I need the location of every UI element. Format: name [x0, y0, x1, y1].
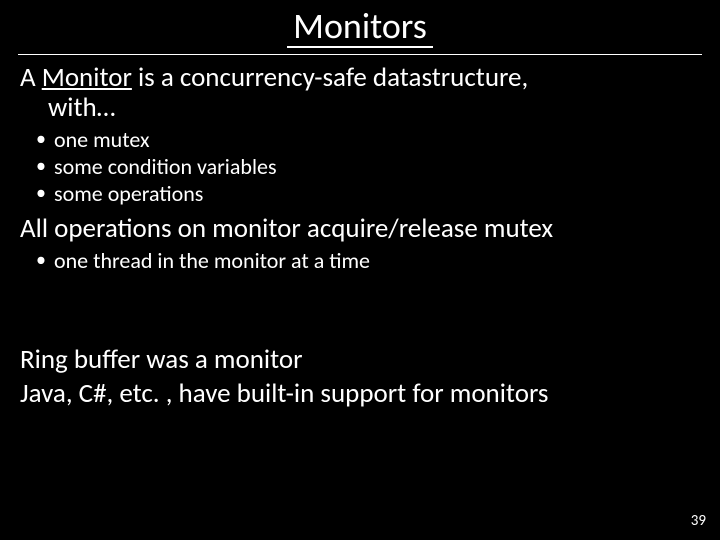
slide-body: A Monitor is a concurrency-safe datastru…	[18, 63, 702, 409]
para1-underlined: Monitor	[42, 61, 132, 94]
spacer	[20, 281, 702, 345]
paragraph-operations: All operations on monitor acquire/releas…	[20, 214, 702, 244]
bullet-list-1: one mutex some condition variables some …	[20, 127, 702, 207]
title-rule	[18, 54, 702, 55]
para1-suffix: is a concurrency-safe datastructure,	[132, 61, 528, 94]
slide-title: Monitors	[287, 8, 433, 48]
list-item: some operations	[54, 181, 702, 208]
list-item: one thread in the monitor at a time	[54, 248, 702, 275]
para1-prefix: A	[20, 61, 42, 94]
bullet-list-2: one thread in the monitor at a time	[20, 248, 702, 275]
slide-container: Monitors A Monitor is a concurrency-safe…	[0, 0, 720, 540]
paragraph-monitor-def: A Monitor is a concurrency-safe datastru…	[20, 63, 702, 123]
page-number: 39	[691, 512, 706, 530]
list-item: some condition variables	[54, 154, 702, 181]
paragraph-ringbuffer: Ring buffer was a monitor	[20, 345, 702, 375]
title-wrap: Monitors	[18, 8, 702, 48]
list-item: one mutex	[54, 127, 702, 154]
paragraph-languages: Java, C#, etc. , have built-in support f…	[20, 379, 702, 409]
para1-continuation: with…	[20, 93, 702, 123]
